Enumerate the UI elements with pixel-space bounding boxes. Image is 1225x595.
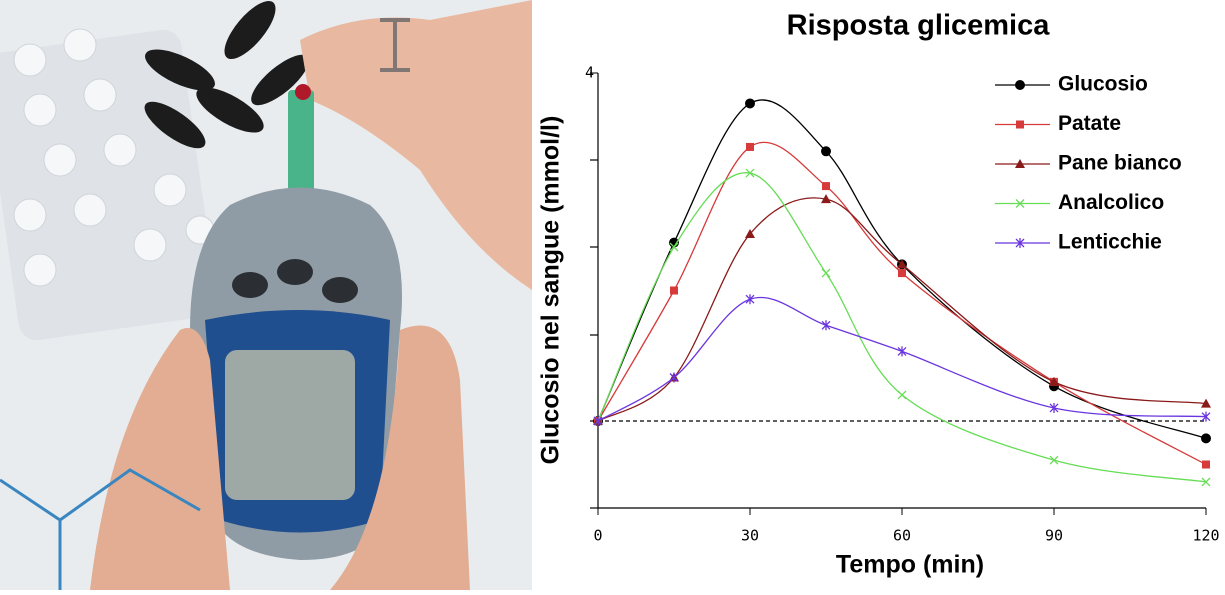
marker (821, 320, 831, 331)
y-tick-label: 4 (585, 64, 594, 82)
legend-marker (1015, 80, 1025, 90)
marker (669, 372, 679, 383)
marker (745, 168, 755, 178)
legend-marker (1015, 238, 1025, 248)
marker (1049, 402, 1059, 413)
marker (746, 142, 754, 151)
marker (593, 416, 603, 426)
photo (0, 0, 532, 590)
marker (821, 146, 831, 157)
marker (1202, 460, 1210, 469)
x-tick-label: 120 (1192, 527, 1219, 545)
marker (897, 346, 907, 357)
marker (745, 228, 755, 238)
legend-label: Patate (1058, 112, 1121, 135)
marker (670, 286, 678, 295)
legend-label: Pane bianco (1058, 152, 1182, 175)
legend-label: Analcolico (1058, 191, 1164, 214)
legend-label: Lenticchie (1058, 231, 1162, 254)
x-tick-label: 30 (741, 527, 759, 545)
marker (745, 294, 755, 305)
marker (1201, 398, 1211, 408)
series-line (597, 172, 1207, 483)
legend-label: Glucosio (1058, 73, 1148, 96)
marker (1049, 455, 1059, 465)
y-axis-label: Glucosio nel sangue (mmol/l) (537, 116, 565, 465)
x-tick-label: 90 (1045, 527, 1063, 545)
marker (821, 194, 831, 204)
legend-marker (1016, 120, 1024, 129)
marker (897, 390, 907, 400)
marker (897, 259, 907, 269)
marker (669, 242, 679, 252)
marker (898, 269, 906, 278)
series-line (597, 296, 1207, 422)
x-tick-label: 0 (593, 527, 602, 545)
axes (590, 73, 1206, 509)
x-axis-label: Tempo (min) (836, 551, 984, 579)
marker (1201, 433, 1211, 444)
marker (745, 98, 755, 109)
x-tick-label: 60 (893, 527, 911, 545)
marker (1201, 477, 1211, 487)
chart-title: Risposta glicemica (787, 10, 1051, 42)
marker (821, 268, 831, 278)
marker (822, 182, 830, 191)
marker (1049, 376, 1059, 386)
marker (1201, 411, 1211, 422)
legend-marker (1015, 159, 1025, 168)
legend-marker (1015, 199, 1025, 208)
